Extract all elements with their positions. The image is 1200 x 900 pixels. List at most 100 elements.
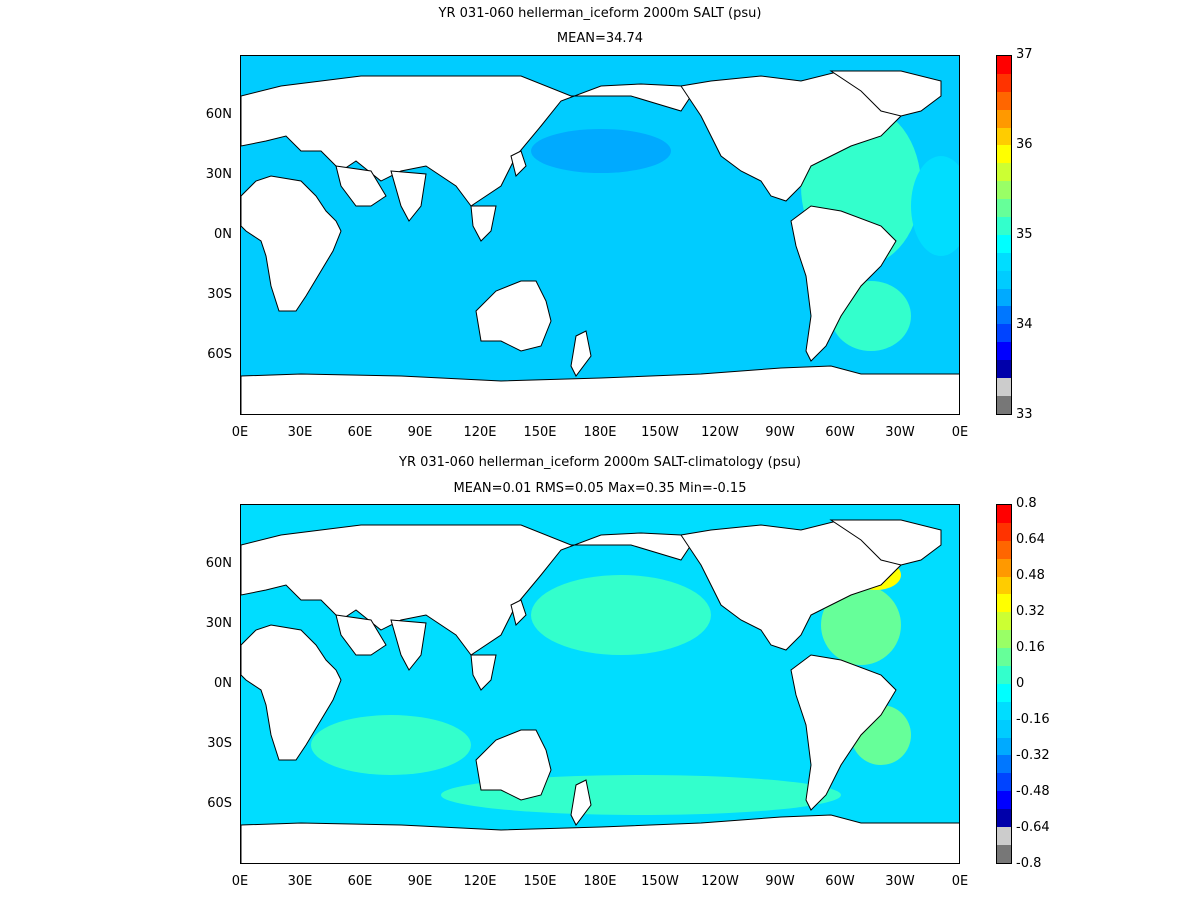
colorbar-swatch bbox=[997, 844, 1011, 863]
y-tick-label: 30S bbox=[207, 736, 232, 751]
x-tick-label: 0E bbox=[231, 425, 249, 440]
colorbar-label: 37 bbox=[1016, 47, 1033, 62]
x-tick-label: 90E bbox=[407, 425, 433, 440]
colorbar-swatch bbox=[997, 378, 1011, 396]
x-tick-label: 150W bbox=[641, 425, 679, 440]
x-tick-label: 60E bbox=[347, 425, 373, 440]
x-tick-label: 150E bbox=[523, 874, 557, 889]
x-tick-label: 0E bbox=[231, 874, 249, 889]
x-tick-label: 90W bbox=[765, 425, 795, 440]
colorbar-swatch bbox=[997, 145, 1011, 164]
land-mass-0 bbox=[241, 624, 342, 761]
colorbar-swatch bbox=[997, 252, 1011, 271]
land-mass-8 bbox=[680, 519, 902, 651]
x-tick-label: 30W bbox=[885, 425, 915, 440]
colorbar-swatch bbox=[997, 91, 1011, 110]
x-tick-label: 150E bbox=[523, 425, 557, 440]
colorbar-label: -0.16 bbox=[1016, 712, 1050, 727]
colorbar-swatch bbox=[997, 127, 1011, 146]
land-mass-11 bbox=[241, 814, 959, 863]
colorbar-swatch bbox=[997, 522, 1011, 541]
land-mass-6 bbox=[475, 280, 552, 352]
colorbar-label: 36 bbox=[1016, 137, 1033, 152]
x-tick-label: 30W bbox=[885, 874, 915, 889]
land-mass-9 bbox=[829, 519, 942, 566]
panel2-map bbox=[240, 504, 960, 864]
colorbar-swatch bbox=[997, 827, 1011, 845]
colorbar-swatch bbox=[997, 56, 1011, 74]
field-anomaly-0 bbox=[531, 575, 711, 655]
colorbar-swatch bbox=[997, 612, 1011, 631]
colorbar-swatch bbox=[997, 270, 1011, 289]
colorbar-swatch bbox=[997, 395, 1011, 414]
y-tick-label: 30N bbox=[205, 616, 232, 631]
land-mass-6 bbox=[475, 729, 552, 801]
land-mass-3 bbox=[390, 619, 427, 671]
land-mass-10 bbox=[790, 205, 897, 362]
colorbar-swatch bbox=[997, 737, 1011, 756]
land-mass-10 bbox=[790, 654, 897, 811]
colorbar-swatch bbox=[997, 306, 1011, 325]
colorbar-swatch bbox=[997, 288, 1011, 307]
x-tick-label: 120W bbox=[701, 874, 739, 889]
panel1-colorbar bbox=[996, 55, 1012, 415]
land-mass-2 bbox=[335, 165, 387, 207]
y-tick-label: 60S bbox=[207, 347, 232, 362]
x-tick-label: 90W bbox=[765, 874, 795, 889]
colorbar-label: 0.64 bbox=[1016, 532, 1045, 547]
colorbar-swatch bbox=[997, 217, 1011, 235]
land-mass-3 bbox=[390, 170, 427, 222]
colorbar-swatch bbox=[997, 540, 1011, 559]
colorbar-label: 35 bbox=[1016, 227, 1033, 242]
land-mass-0 bbox=[241, 175, 342, 312]
colorbar-swatch bbox=[997, 701, 1011, 720]
colorbar-swatch bbox=[997, 199, 1011, 218]
land-mass-11 bbox=[241, 365, 959, 414]
x-tick-label: 30E bbox=[287, 874, 313, 889]
panel2-title: YR 031-060 hellerman_iceform 2000m SALT-… bbox=[399, 455, 801, 470]
land-mass-7 bbox=[570, 330, 592, 377]
colorbar-label: 0.48 bbox=[1016, 568, 1045, 583]
colorbar-swatch bbox=[997, 109, 1011, 128]
colorbar-swatch bbox=[997, 755, 1011, 774]
colorbar-swatch bbox=[997, 666, 1011, 684]
field-anomaly-4 bbox=[911, 156, 959, 256]
colorbar-swatch bbox=[997, 324, 1011, 343]
land-mass-2 bbox=[335, 614, 387, 656]
field-anomaly-1 bbox=[311, 715, 471, 775]
x-tick-label: 120E bbox=[463, 874, 497, 889]
panel1-map bbox=[240, 55, 960, 415]
y-tick-label: 60N bbox=[205, 556, 232, 571]
x-tick-label: 60E bbox=[347, 874, 373, 889]
colorbar-swatch bbox=[997, 576, 1011, 595]
colorbar-swatch bbox=[997, 181, 1011, 200]
colorbar-swatch bbox=[997, 505, 1011, 523]
colorbar-swatch bbox=[997, 594, 1011, 613]
x-tick-label: 0E bbox=[951, 425, 969, 440]
panel1-subtitle: MEAN=34.74 bbox=[556, 31, 644, 46]
x-tick-label: 30E bbox=[287, 425, 313, 440]
land-mass-9 bbox=[829, 70, 942, 117]
y-tick-label: 0N bbox=[214, 676, 232, 691]
x-tick-label: 180E bbox=[583, 425, 617, 440]
colorbar-label: 0.16 bbox=[1016, 640, 1045, 655]
colorbar-label: 0 bbox=[1016, 676, 1025, 691]
panel2-subtitle: MEAN=0.01 RMS=0.05 Max=0.35 Min=-0.15 bbox=[453, 481, 747, 496]
x-tick-label: 60W bbox=[825, 425, 855, 440]
y-tick-label: 60S bbox=[207, 796, 232, 811]
colorbar-swatch bbox=[997, 773, 1011, 792]
land-mass-7 bbox=[570, 779, 592, 826]
colorbar-label: -0.8 bbox=[1016, 856, 1042, 871]
colorbar-label: -0.48 bbox=[1016, 784, 1050, 799]
colorbar-swatch bbox=[997, 558, 1011, 577]
x-tick-label: 120W bbox=[701, 425, 739, 440]
colorbar-swatch bbox=[997, 791, 1011, 810]
land-mass-4 bbox=[470, 205, 497, 242]
y-tick-label: 30S bbox=[207, 287, 232, 302]
colorbar-label: -0.64 bbox=[1016, 820, 1050, 835]
colorbar-swatch bbox=[997, 342, 1011, 361]
colorbar-swatch bbox=[997, 648, 1011, 667]
field-anomaly-2 bbox=[531, 129, 671, 173]
y-tick-label: 60N bbox=[205, 107, 232, 122]
colorbar-label: 0.8 bbox=[1016, 496, 1037, 511]
